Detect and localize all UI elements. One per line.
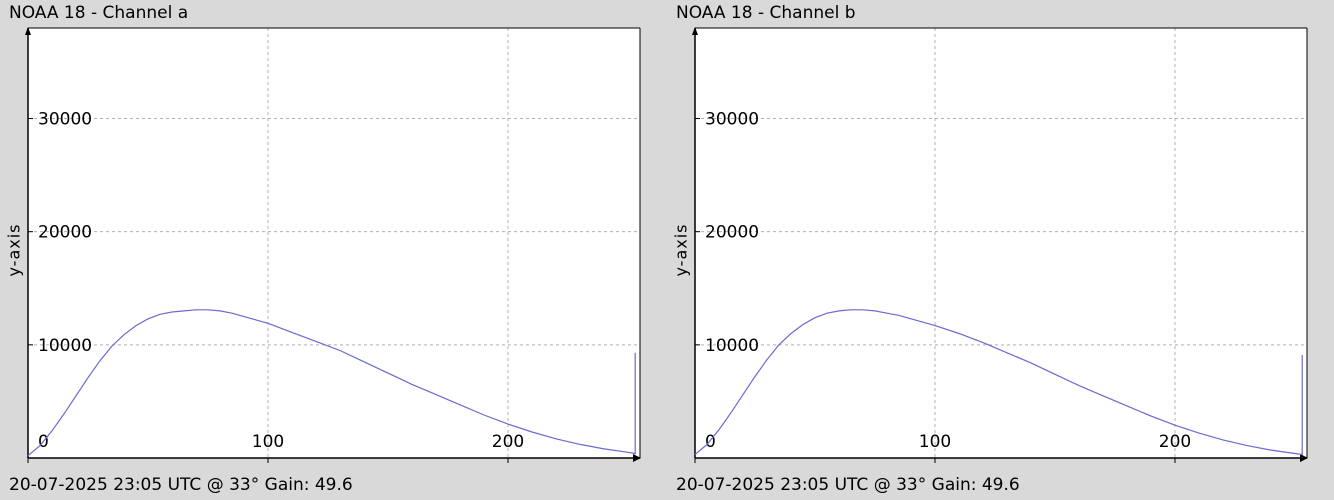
chart-footer-status: 20-07-2025 23:05 UTC @ 33° Gain: 49.6 (676, 475, 1020, 495)
y-tick-label: 30000 (38, 110, 92, 130)
y-tick-label: 20000 (705, 223, 759, 243)
chart-title: NOAA 18 - Channel a (9, 3, 189, 23)
x-tick-label: 200 (492, 432, 524, 452)
y-tick-label: 10000 (38, 336, 92, 356)
x-tick-label: 200 (1159, 432, 1191, 452)
chart-panel-b: NOAA 18 - Channel b y-axis 0 100 200 10000 2… (667, 0, 1334, 500)
plot-background (695, 28, 1307, 458)
x-axis-arrow-icon (1300, 454, 1308, 462)
chart-title: NOAA 18 - Channel b (676, 3, 856, 23)
y-tick-label: 20000 (38, 223, 92, 243)
x-tick-label: 100 (919, 432, 951, 452)
x-tick-label: 0 (705, 432, 716, 452)
x-tick-label: 100 (252, 432, 284, 452)
y-tick-label: 30000 (705, 110, 759, 130)
plot-background (28, 28, 640, 458)
chart-panel-a: NOAA 18 - Channel a y-axis 0 100 200 10000 2… (5, 3, 641, 495)
chart-footer-status: 20-07-2025 23:05 UTC @ 33° Gain: 49.6 (9, 475, 353, 495)
plot-area: 0 100 200 10000 20000 30000 (692, 27, 1308, 463)
y-tick-label: 10000 (705, 336, 759, 356)
series-line (694, 309, 1303, 456)
y-axis-arrow-icon (25, 27, 31, 35)
series-line (27, 309, 636, 457)
x-axis-arrow-icon (633, 454, 641, 462)
y-axis-arrow-icon (692, 27, 698, 35)
